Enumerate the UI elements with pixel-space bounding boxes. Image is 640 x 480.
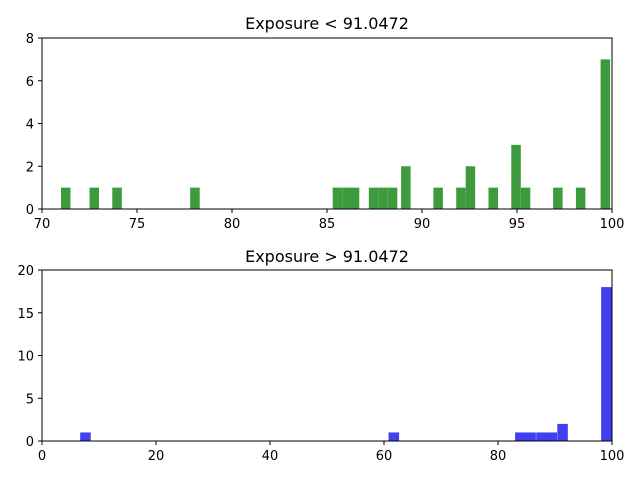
bottom-bar-4 — [536, 432, 547, 441]
bottom-histogram-panel: Exposure > 91.0472 0 20 40 60 80 100 0 5 10 15 20 — [17, 247, 624, 464]
top-bar-15 — [511, 144, 521, 210]
bottom-bar-0 — [80, 432, 91, 441]
top-x-tick-label-1: 75 — [129, 217, 146, 232]
bottom-bar-7 — [601, 287, 612, 441]
bottom-chart-title: Exposure > 91.0472 — [245, 247, 409, 266]
top-bar-17 — [553, 187, 563, 210]
bottom-x-tick-label-4: 80 — [490, 449, 507, 464]
top-bar-7 — [368, 187, 379, 210]
bottom-bar-3 — [525, 432, 536, 441]
top-y-tick-label-3: 6 — [26, 75, 34, 90]
top-x-tick-label-3: 85 — [319, 217, 336, 232]
top-chart-title: Exposure < 91.0472 — [245, 14, 409, 33]
bottom-axes-frame — [41, 269, 613, 442]
top-histogram-panel: Exposure < 91.0472 70 75 80 85 90 95 100 0 2 4 6 8 — [26, 14, 625, 232]
bottom-y-tick-label-2: 10 — [17, 350, 34, 365]
top-bar-4 — [332, 187, 343, 210]
top-bar-19 — [600, 59, 611, 210]
bottom-x-tick-label-3: 60 — [376, 449, 393, 464]
top-bar-6 — [349, 187, 360, 210]
top-y-tick-label-4: 8 — [26, 32, 34, 47]
top-bar-13 — [465, 166, 476, 209]
bottom-x-tick-label-2: 40 — [262, 449, 279, 464]
top-bar-14 — [488, 187, 498, 210]
top-bar-9 — [387, 187, 398, 210]
bottom-y-tick-label-0: 0 — [26, 435, 34, 450]
bottom-x-tick-label-1: 20 — [148, 449, 165, 464]
top-axes-frame — [41, 37, 613, 210]
top-bar-3 — [190, 187, 200, 210]
top-bar-1 — [89, 187, 99, 210]
top-bar-8 — [378, 187, 388, 210]
bottom-y-tick-label-3: 15 — [17, 307, 34, 322]
top-bar-11 — [433, 187, 443, 210]
top-bar-5 — [342, 187, 352, 210]
top-x-tick-label-6: 100 — [600, 217, 625, 232]
bottom-bar-5 — [546, 432, 557, 441]
top-x-tick-label-2: 80 — [224, 217, 241, 232]
bottom-x-tick-label-5: 100 — [600, 449, 625, 464]
top-bar-0 — [61, 187, 71, 210]
top-bar-12 — [456, 187, 466, 210]
bottom-y-tick-label-4: 20 — [17, 264, 34, 279]
top-bar-18 — [575, 187, 586, 210]
top-bar-16 — [520, 187, 531, 210]
top-x-tick-label-4: 90 — [414, 217, 431, 232]
top-x-tick-label-0: 70 — [34, 217, 51, 232]
bottom-x-tick-label-0: 0 — [38, 449, 46, 464]
bottom-bar-1 — [388, 432, 400, 441]
bottom-bar-2 — [515, 432, 526, 441]
bottom-y-tick-label-1: 5 — [26, 392, 34, 407]
top-y-tick-label-0: 0 — [26, 203, 34, 218]
top-y-tick-label-2: 4 — [26, 118, 34, 133]
bottom-bar-6 — [557, 423, 568, 441]
top-x-tick-label-5: 95 — [509, 217, 526, 232]
top-bar-10 — [401, 166, 411, 209]
top-y-tick-label-1: 2 — [26, 160, 34, 175]
top-bar-2 — [112, 187, 122, 210]
